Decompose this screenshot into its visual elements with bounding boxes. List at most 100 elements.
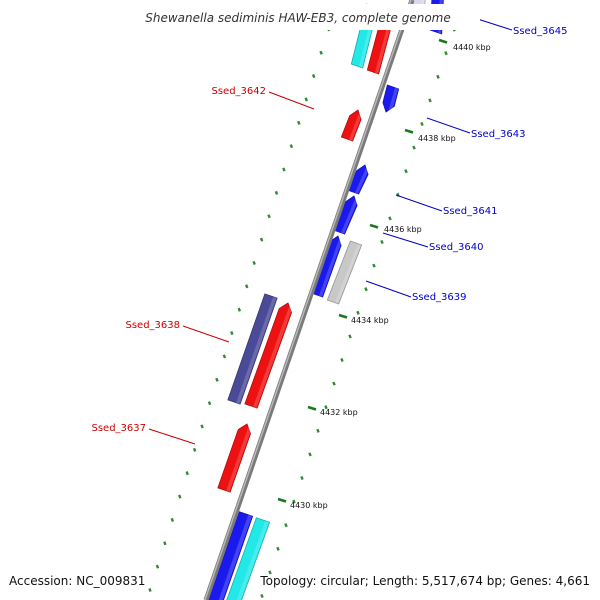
- feature-bottom-cyan-highlight: [236, 520, 269, 600]
- feature-bottom-cyan-body: [226, 517, 271, 600]
- map-title: Shewanella sediminis HAW-EB3, complete g…: [145, 11, 450, 25]
- minor-tick: [178, 494, 182, 499]
- tick-dots: [148, 3, 464, 599]
- minor-tick: [420, 121, 424, 127]
- tick-label: 4440 kbp: [453, 43, 491, 52]
- minor-tick: [364, 287, 368, 292]
- tick-label: 4436 kbp: [384, 225, 422, 234]
- tick-label: 4438 kbp: [418, 134, 456, 143]
- tick-label: 4430 kbp: [290, 501, 328, 510]
- backbone-line: [203, 0, 415, 600]
- label-ssed-3638[interactable]: Ssed_3638: [125, 320, 180, 331]
- label-ssed-3637-leader: [148, 428, 196, 445]
- feature-ssed-3641[interactable]: [346, 164, 371, 195]
- label-ssed-3641[interactable]: Ssed_3641: [443, 206, 498, 217]
- feature-ssed-3642[interactable]: [340, 109, 364, 142]
- feature-ssed-3638-navy[interactable]: [227, 293, 278, 405]
- feature-ssed-3642-highlight: [348, 110, 364, 141]
- minor-tick: [340, 357, 344, 363]
- minor-tick: [300, 475, 304, 481]
- minor-tick: [311, 74, 316, 79]
- minor-tick: [215, 377, 219, 382]
- minor-tick: [260, 593, 264, 599]
- minor-tick: [268, 570, 272, 575]
- feature-ssed-3639-highlight: [334, 243, 362, 304]
- feature-ssed-3638-highlight: [253, 303, 294, 408]
- minor-tick: [284, 523, 288, 528]
- feature-ssed-3643-highlight: [387, 87, 399, 114]
- label-ssed-3642-leader: [268, 91, 315, 110]
- minor-tick: [222, 354, 227, 359]
- minor-tick: [444, 51, 448, 56]
- label-ssed-3637[interactable]: Ssed_3637: [91, 423, 146, 434]
- minor-tick: [356, 310, 360, 315]
- feature-ssed-3640-highlight: [340, 196, 360, 234]
- minor-tick: [412, 145, 416, 150]
- minor-tick: [348, 334, 352, 339]
- label-ssed-3640-leader: [382, 232, 429, 248]
- tick-label: 4434 kbp: [351, 316, 389, 325]
- minor-tick: [372, 263, 376, 268]
- feature-ssed-3637[interactable]: [217, 423, 253, 493]
- feature-ssed-3638[interactable]: [244, 302, 294, 409]
- minor-tick: [148, 587, 152, 593]
- feature-ssed-3639-body: [326, 240, 363, 305]
- minor-tick: [163, 541, 167, 546]
- tick-label: 4432 kbp: [320, 408, 358, 417]
- label-ssed-3639[interactable]: Ssed_3639: [412, 292, 467, 303]
- feature-bottom-cyan[interactable]: [225, 517, 271, 600]
- feature-ssed-3641-body: [346, 164, 369, 195]
- minor-tick: [200, 424, 204, 429]
- genome-summary-text: Topology: circular; Length: 5,517,674 bp…: [259, 574, 590, 588]
- label-ssed-3645[interactable]: Ssed_3645: [513, 26, 568, 37]
- label-ssed-3640[interactable]: Ssed_3640: [429, 242, 484, 253]
- feature-ssed-3638-navy-body: [227, 293, 278, 405]
- feature-ssed-3637-body: [217, 423, 251, 493]
- minor-tick: [244, 284, 249, 289]
- feature-ssed-3641-highlight: [354, 165, 371, 194]
- minor-tick: [230, 331, 234, 336]
- major-tick: [404, 128, 414, 134]
- major-tick: [338, 313, 348, 319]
- label-ssed-3638-leader: [182, 325, 230, 343]
- scale-ticks: 4430 kbp 4432 kbp 4434 kbp 4436 kbp 4438 kbp…: [277, 38, 491, 510]
- minor-tick: [388, 216, 392, 221]
- minor-tick: [170, 517, 175, 522]
- feature-ssed-3639[interactable]: [326, 240, 363, 305]
- minor-tick: [185, 471, 189, 476]
- feature-bottom-blue-body: [208, 511, 254, 600]
- label-ssed-3642[interactable]: Ssed_3642: [211, 86, 266, 97]
- major-tick: [369, 223, 379, 229]
- minor-tick: [252, 260, 256, 265]
- feature-ssed-3640b-highlight: [318, 236, 344, 297]
- minor-tick: [274, 190, 279, 195]
- label-ssed-3643-leader: [426, 117, 471, 134]
- feature-ssed-3642-body: [340, 109, 362, 142]
- major-tick: [307, 405, 317, 411]
- minor-tick: [324, 405, 328, 410]
- minor-tick: [276, 546, 280, 551]
- leader-lines: [148, 13, 513, 445]
- feature-ssed-3640[interactable]: [332, 195, 360, 235]
- title-backdrop: [120, 4, 480, 30]
- label-ssed-3641-leader: [395, 194, 443, 212]
- accession-text: Accession: NC_009831: [9, 574, 145, 588]
- minor-tick: [282, 167, 286, 172]
- minor-tick: [308, 452, 312, 457]
- label-ssed-3639-leader: [365, 280, 412, 298]
- minor-tick: [380, 239, 384, 245]
- minor-tick: [304, 97, 308, 102]
- feature-ssed-3643[interactable]: [382, 84, 400, 114]
- label-ssed-3643[interactable]: Ssed_3643: [471, 129, 526, 140]
- minor-tick: [436, 74, 440, 79]
- feature-bottom-blue[interactable]: [207, 511, 254, 600]
- minor-tick: [428, 98, 432, 103]
- major-tick: [438, 38, 448, 44]
- minor-tick: [289, 144, 294, 149]
- minor-tick: [237, 307, 242, 312]
- minor-tick: [292, 499, 296, 504]
- minor-tick: [207, 401, 212, 406]
- feature-ssed-3640-body: [332, 195, 358, 235]
